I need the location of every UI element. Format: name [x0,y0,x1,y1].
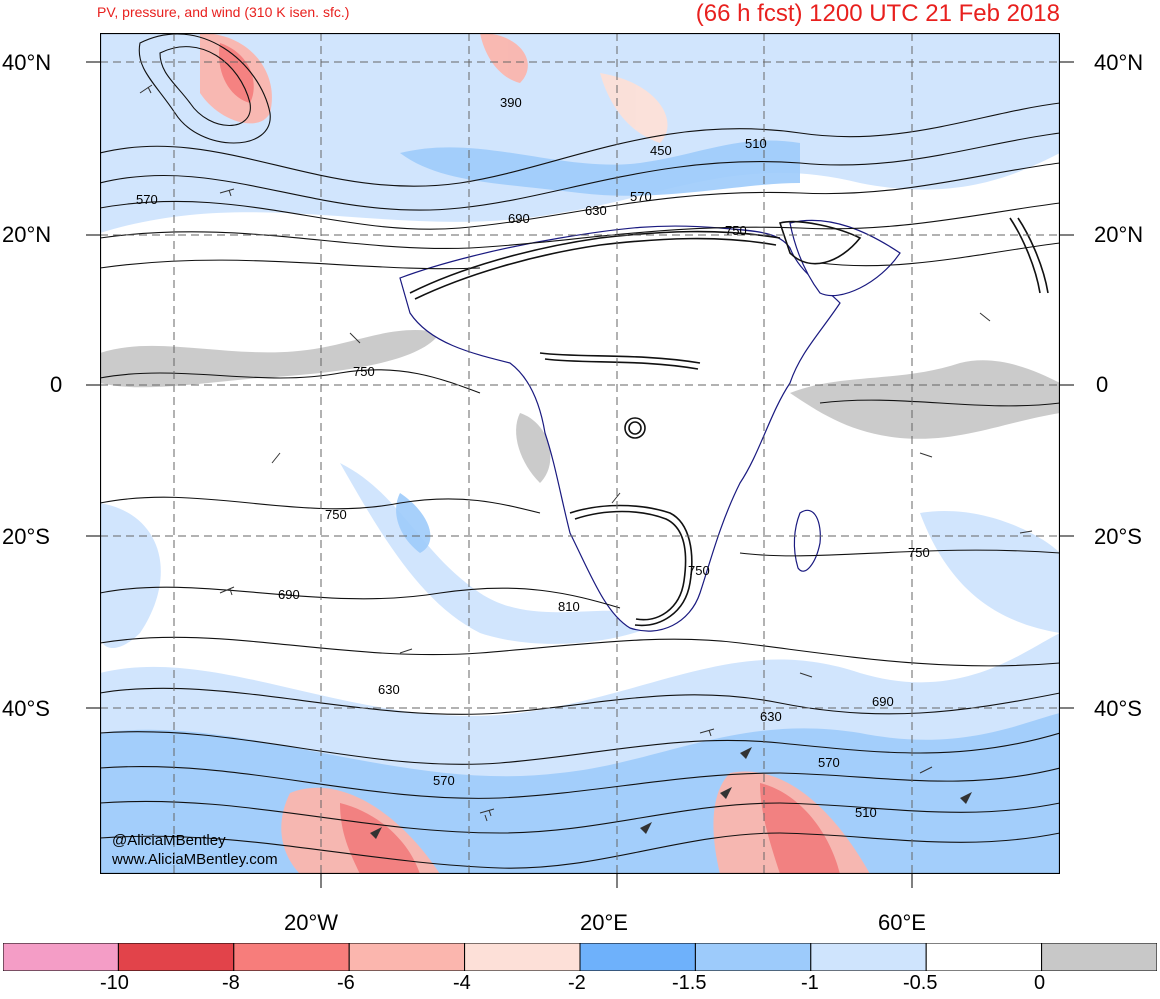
lat-label-20n-left: 20°N [2,222,52,247]
colorbar-swatch [810,943,927,971]
contour-label: 570 [630,189,652,204]
contour-label: 690 [278,587,300,602]
colorbar-swatch [233,943,350,971]
contour-label: 690 [508,211,530,226]
colorbar-label: -1 [801,972,819,994]
contour-label: 450 [650,143,672,158]
contour-label: 750 [688,563,710,578]
contour-label: 630 [378,682,400,697]
colorbar-label: -6 [337,972,355,994]
africa-landmass [399,225,841,632]
colorbar-label: -10 [100,972,129,994]
credit-handle: @AliciaMBentley [112,832,226,849]
colorbar-swatch [694,943,812,971]
colorbar-swatch [464,943,581,971]
lat-label-40s-left: 40°S [2,696,50,721]
lon-label-60e: 60°E [878,910,926,935]
colorbar-label: -2 [568,972,586,994]
lon-label-20e: 20°E [580,910,628,935]
pv-shading-grey [100,330,1060,483]
colorbar-swatch [579,943,696,971]
contour-label: 570 [433,773,455,788]
contour-label: 390 [500,95,522,110]
contour-label: 630 [760,709,782,724]
pv-shading-pink-red [200,33,870,874]
lat-label-eq-right: 0 [1096,372,1109,397]
map-frame [100,33,1060,874]
contour-label: 570 [818,755,840,770]
colorbar-label: -8 [222,972,240,994]
wind-barbs [139,84,1033,822]
colorbar-swatch [117,943,235,971]
map-panel: 390 450 510 570 570 630 690 750 750 750 … [100,33,1060,874]
flag-barbs [370,747,972,839]
contour-label: 570 [136,192,158,207]
contour-label: 810 [558,599,580,614]
forecast-valid-time: (66 h fcst) 1200 UTC 21 Feb 2018 [695,0,1060,27]
arabian-peninsula [789,219,901,297]
colorbar-label: -4 [453,972,471,994]
lat-label-40n-right: 40°N [1094,50,1144,75]
contour-label: 750 [353,364,375,379]
colorbar-label: -0.5 [903,972,938,994]
contour-label: 690 [872,694,894,709]
lat-label-20s-right: 20°S [1094,524,1142,549]
colorbar-swatch [1041,943,1157,971]
colorbar-label: -1.5 [672,972,707,994]
colorbar-swatch [925,943,1043,971]
graticule [100,33,1060,874]
pv-colorbar [3,943,1157,971]
contour-label: 750 [725,223,747,238]
lat-label-40n-left: 40°N [2,50,52,75]
lat-label-20s-left: 20°S [2,524,50,549]
contour-label: 750 [908,545,930,560]
lat-label-20n-right: 20°N [1094,222,1144,247]
contour-labels: 390 450 510 570 570 630 690 750 750 750 … [136,95,930,820]
dense-terrain-contours [409,217,1049,627]
figure-title: PV, pressure, and wind (310 K isen. sfc.… [97,4,350,20]
colorbar-label: 0 [1034,972,1046,994]
lat-label-eq-left: 0 [50,372,63,397]
colorbar-swatch [348,943,466,971]
lat-label-40s-right: 40°S [1094,696,1142,721]
colorbar-swatch [3,943,119,971]
pressure-contours [100,33,1060,869]
lon-label-20w: 20°W [284,910,339,935]
contour-label: 510 [855,805,877,820]
contour-label: 510 [745,136,767,151]
contour-label: 750 [325,507,347,522]
contour-label: 630 [585,203,607,218]
credit-website[interactable]: www.AliciaMBentley.com [112,851,278,868]
